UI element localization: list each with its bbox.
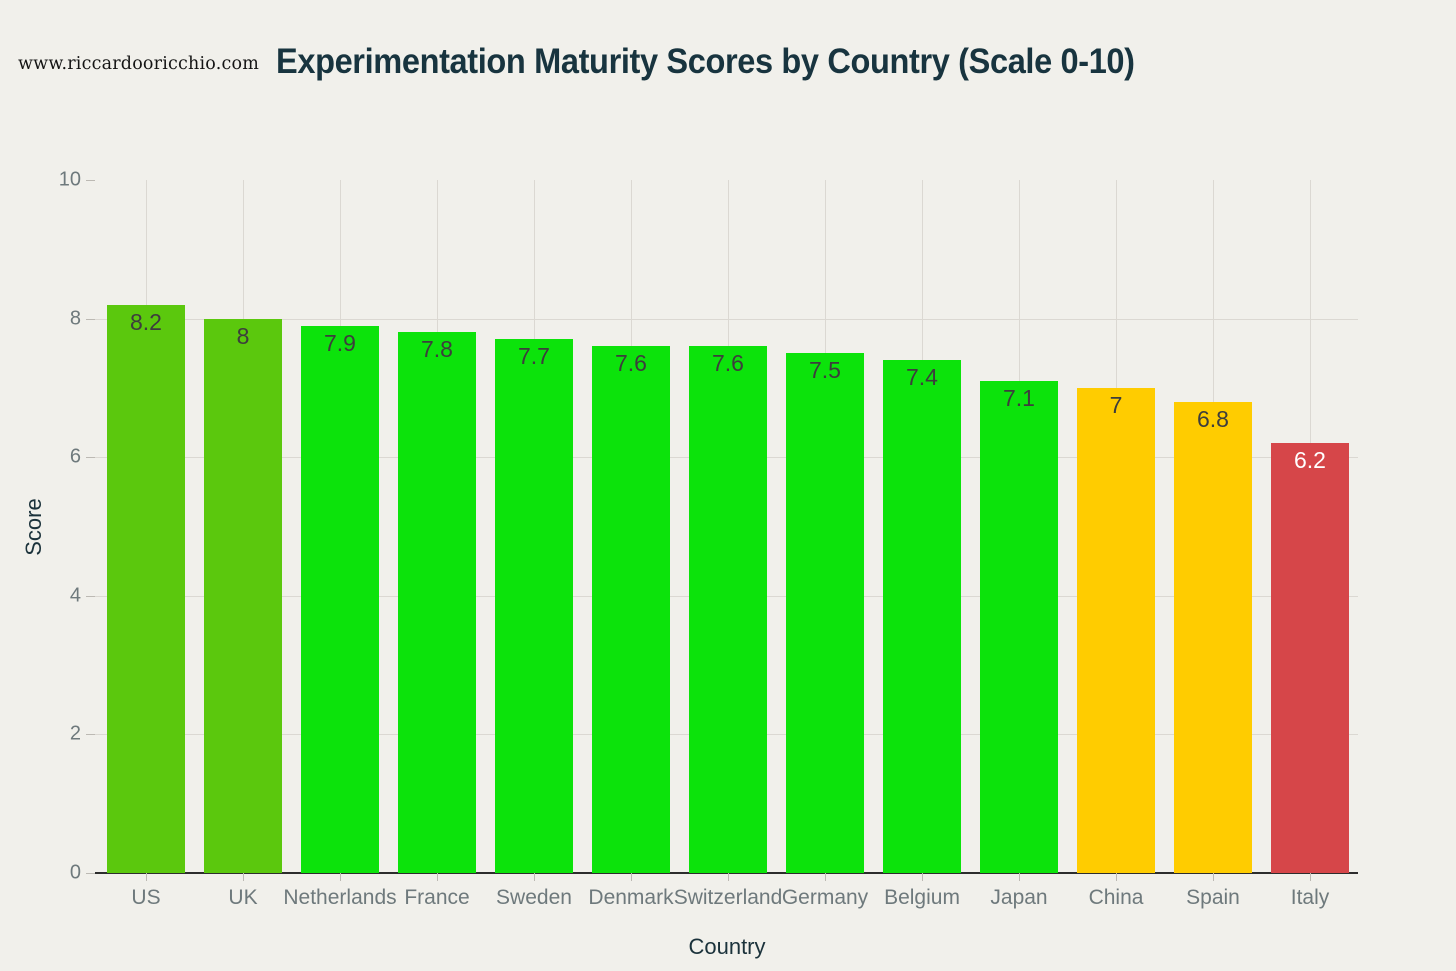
bar-value-label: 8.2 xyxy=(130,308,162,335)
x-tick-mark xyxy=(922,873,923,881)
bar-value-label: 7.5 xyxy=(809,357,841,384)
x-tick-mark xyxy=(631,873,632,881)
x-tick-mark xyxy=(728,873,729,881)
x-tick-mark xyxy=(243,873,244,881)
x-tick-mark xyxy=(1213,873,1214,881)
y-tick-mark xyxy=(86,873,95,874)
y-tick-label: 6 xyxy=(69,445,81,468)
y-tick-label: 10 xyxy=(58,168,81,191)
x-tick-mark xyxy=(1019,873,1020,881)
bar-value-label: 7.6 xyxy=(712,350,744,377)
plot-area: 0 2 4 6 8 10 8.2 US 8 UK 7.9 Netherlands 7.8 France 7.… xyxy=(59,169,1358,909)
x-tick-mark xyxy=(825,873,826,881)
x-tick-label: Italy xyxy=(1290,886,1330,909)
bar-value-label: 6.8 xyxy=(1197,405,1229,432)
x-tick-mark xyxy=(1116,873,1117,881)
x-axis-title: Country xyxy=(688,934,766,959)
y-tick-label: 0 xyxy=(69,861,81,884)
bar-value-label: 7 xyxy=(1109,391,1123,418)
x-tick-label: Belgium xyxy=(884,886,960,909)
bar-value-label: 7.6 xyxy=(615,350,647,377)
y-tick-mark xyxy=(86,457,95,459)
x-tick-mark xyxy=(1310,873,1311,881)
y-tick-mark xyxy=(86,734,95,736)
bar-denmark[interactable]: 7.6 xyxy=(592,346,670,873)
bar-value-label: 7.4 xyxy=(906,364,938,391)
bar-italy[interactable]: 6.2 xyxy=(1271,443,1349,873)
x-tick-label: France xyxy=(404,886,470,909)
x-tick-mark xyxy=(437,873,438,881)
y-tick-label: 2 xyxy=(69,722,81,745)
bar-japan[interactable]: 7.1 xyxy=(980,380,1058,873)
x-tick-label: US xyxy=(131,886,161,909)
x-tick-label: Japan xyxy=(990,886,1048,909)
h-gridline xyxy=(95,318,1358,320)
x-tick-label: Germany xyxy=(781,886,869,909)
bar-value-label: 7.1 xyxy=(1003,384,1035,411)
watermark-url: www.riccardooricchio.com xyxy=(18,54,260,74)
bar-germany[interactable]: 7.5 xyxy=(786,353,864,873)
x-tick-label: Sweden xyxy=(496,886,572,909)
x-tick-label: Denmark xyxy=(588,886,674,909)
bar-spain[interactable]: 6.8 xyxy=(1174,401,1252,873)
x-tick-label: Spain xyxy=(1186,886,1240,909)
bar-value-label: 7.9 xyxy=(324,329,356,356)
bar-sweden[interactable]: 7.7 xyxy=(495,339,573,873)
bar-france[interactable]: 7.8 xyxy=(398,332,476,873)
y-tick-mark xyxy=(86,180,95,181)
y-tick-label: 8 xyxy=(69,307,81,330)
chart-title: Experimentation Maturity Scores by Count… xyxy=(276,42,1135,81)
bar-value-label: 7.8 xyxy=(421,336,453,363)
y-tick-mark xyxy=(86,318,95,320)
y-tick-label: 4 xyxy=(69,584,81,607)
bar-value-label: 6.2 xyxy=(1294,447,1326,474)
x-tick-mark xyxy=(146,873,147,881)
bar-uk[interactable]: 8 xyxy=(204,318,282,873)
x-tick-label: UK xyxy=(228,886,258,909)
y-tick-mark xyxy=(86,595,95,597)
x-tick-mark xyxy=(340,873,341,881)
bar-belgium[interactable]: 7.4 xyxy=(883,360,961,873)
bar-china[interactable]: 7 xyxy=(1077,387,1155,873)
x-axis-line xyxy=(95,872,1358,874)
x-tick-mark xyxy=(534,873,535,881)
y-axis-title: Score xyxy=(21,498,46,556)
bar-value-label: 8 xyxy=(236,322,250,349)
x-tick-label: China xyxy=(1088,886,1144,909)
bar-us[interactable]: 8.2 xyxy=(107,304,185,873)
x-tick-label: Netherlands xyxy=(283,886,397,909)
bar-switzerland[interactable]: 7.6 xyxy=(689,346,767,873)
x-tick-label: Switzerland xyxy=(673,886,783,909)
bar-netherlands[interactable]: 7.9 xyxy=(301,325,379,873)
bar-value-label: 7.7 xyxy=(518,343,550,370)
